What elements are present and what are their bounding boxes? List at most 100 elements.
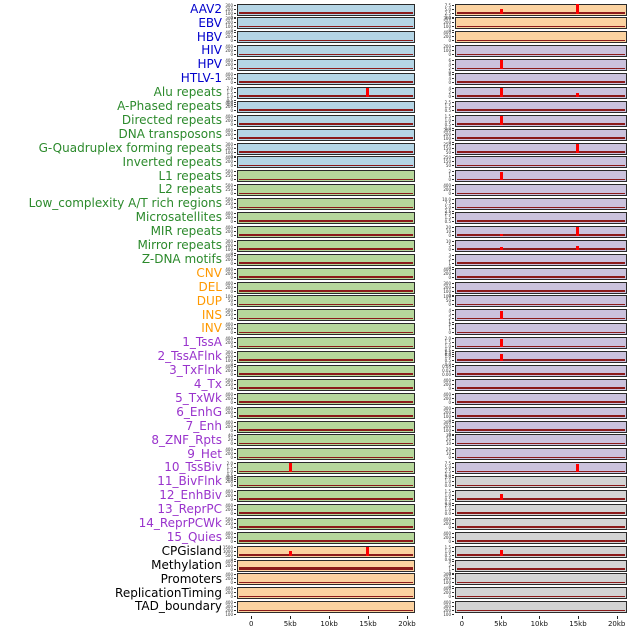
track-plot-right-3-txflnk: 0.04 0.02 0.00 <box>442 364 627 377</box>
signal-baseline <box>457 303 625 306</box>
y-tick-label: 400 <box>443 184 454 188</box>
track-label-z-dna-motifs: Z-DNA motifs <box>141 251 222 266</box>
y-tick-label: 100 <box>225 11 236 16</box>
y-tick-label: 0 <box>230 511 236 516</box>
track-plot-left-cnv: 400 200 0 <box>225 267 415 280</box>
track-label-8-znf-rpts: 8_ZNF_Rpts <box>151 432 222 447</box>
signal-baseline <box>457 67 625 70</box>
signal-baseline <box>239 526 413 528</box>
y-tick-label: 400 <box>225 559 236 564</box>
track-plot-left-alu-repeats: 2.0 1.5 1.0 0.5 0.0 <box>227 86 415 106</box>
signal-baseline <box>457 317 625 320</box>
y-tick-label: 200 <box>443 535 454 540</box>
y-tick-label: 1.5 <box>445 216 454 220</box>
track-plot-left-l1-repeats: 500 250 0 <box>225 170 415 183</box>
y-tick-label: 10 <box>446 229 454 234</box>
y-tick-label: 1.5 <box>445 341 454 345</box>
y-axis-ticks: 400 200 0 <box>441 31 454 43</box>
signal-peak <box>499 115 503 125</box>
signal-baseline <box>239 442 413 445</box>
track-label-htlv-1: HTLV-1 <box>180 71 222 86</box>
signal-peak <box>499 233 503 236</box>
y-tick-label: 0 <box>230 345 236 349</box>
track-plot-right-dna-transposons: 300 200 100 0 <box>443 128 627 144</box>
track-plot-left-methylation: 400 200 0 <box>225 559 415 572</box>
y-tick-label: 0 <box>230 400 236 405</box>
signal-baseline <box>239 484 413 487</box>
track-label-hpv: HPV <box>197 57 222 72</box>
track-label-2-tssaflnk: 2_TssAFlnk <box>157 349 222 364</box>
y-tick-label: 400 <box>443 31 454 35</box>
track-plot-right-13-reprpc: 2.0 1.0 0.0 <box>445 503 627 516</box>
track-label-a-phased-repeats: A-Phased repeats <box>117 99 222 113</box>
track-plot-left-g-quadruplex-forming-repeats: 300 200 100 0 <box>225 142 415 158</box>
y-tick-label: 200 <box>443 609 454 613</box>
y-axis-ticks: 400 200 0 <box>223 212 236 224</box>
y-axis-ticks: 400 200 0 <box>223 253 236 266</box>
y-axis-ticks: 20 10 0 <box>441 225 454 238</box>
y-tick-label: 30 <box>446 434 454 438</box>
signal-peak <box>576 4 580 14</box>
y-tick-label: 0 <box>230 136 236 141</box>
track-plot-right-replicationtiming: 400 200 0 <box>443 587 627 600</box>
y-tick-label: 0 <box>230 456 236 460</box>
signal-baseline <box>239 276 413 278</box>
signal-baseline <box>239 192 413 195</box>
track-plot-right-4-tx: 400 200 0 <box>443 378 627 391</box>
y-tick-label: 100 <box>225 150 236 155</box>
x-axis-tick <box>500 616 502 620</box>
signal-baseline <box>239 178 413 181</box>
y-tick-label: 400 <box>225 587 236 591</box>
signal-baseline <box>239 387 413 389</box>
y-tick-label: 2 <box>448 67 454 71</box>
y-tick-label: 400 <box>225 503 236 508</box>
signal-baseline <box>239 248 413 250</box>
y-tick-label: 100 <box>443 295 454 299</box>
y-tick-label: 100 <box>443 49 454 53</box>
signal-baseline <box>457 248 625 250</box>
y-tick-label: 200 <box>225 7 236 12</box>
signal-baseline <box>457 581 625 584</box>
y-tick-label: 200 <box>225 132 236 137</box>
y-tick-label: 200 <box>443 591 454 595</box>
y-tick-label: 3 <box>448 313 454 317</box>
y-tick-label: 200 <box>443 188 454 192</box>
track-plot-left-inverted-repeats: 400 200 0 <box>225 156 415 169</box>
y-tick-label: 200 <box>225 563 236 568</box>
y-tick-label: 400 <box>443 531 454 536</box>
signal-baseline <box>457 289 625 292</box>
y-tick-label: 0 <box>230 39 236 43</box>
track-plot-left-cpgisland: 1500 1000 500 0 <box>223 545 415 561</box>
y-axis-ticks: 400 200 0 <box>441 531 454 544</box>
y-axis-ticks: 400 200 0 <box>223 531 236 544</box>
x-axis-label: 10kb <box>320 620 338 629</box>
y-tick-label: 150 <box>443 160 454 164</box>
track-plot-left-promoters: 400 200 0 <box>225 573 415 586</box>
signal-peak <box>499 247 503 250</box>
signal-baseline <box>457 178 625 181</box>
signal-baseline <box>457 206 625 209</box>
signal-peak <box>499 550 503 556</box>
y-axis-ticks: 250 150 50 <box>441 142 454 155</box>
y-tick-label: 0.04 <box>442 364 454 369</box>
y-axis-ticks: 400 200 0 <box>223 406 236 419</box>
track-label-12-enhbiv: 12_EnhBiv <box>159 488 222 503</box>
track-plot-right-low-complexity-a-t-rich-regions: 10.0 7.5 5.0 2.5 <box>442 198 627 214</box>
track-plot-left-15-quies: 400 200 0 <box>225 531 415 544</box>
signal-baseline <box>457 554 625 556</box>
track-plot-right-mir-repeats: 20 10 0 <box>446 225 627 238</box>
y-tick-label: 300 <box>443 17 454 21</box>
y-axis-ticks: 500 250 0 <box>223 517 236 530</box>
y-axis-ticks: 200 100 0 <box>441 45 454 57</box>
y-axis-ticks: 20 10 0 <box>441 448 454 460</box>
y-tick-label: 2 <box>448 323 454 327</box>
signal-baseline <box>457 415 625 417</box>
track-plot-left-inv: 400 200 0 <box>225 323 415 336</box>
signal-baseline <box>457 526 625 528</box>
track-label-5-txwk: 5_TxWk <box>175 390 222 405</box>
y-tick-label: 0 <box>230 539 236 544</box>
track-plot-left-htlv-1: 400 200 0 <box>225 73 415 85</box>
x-axis-tick <box>329 616 331 620</box>
